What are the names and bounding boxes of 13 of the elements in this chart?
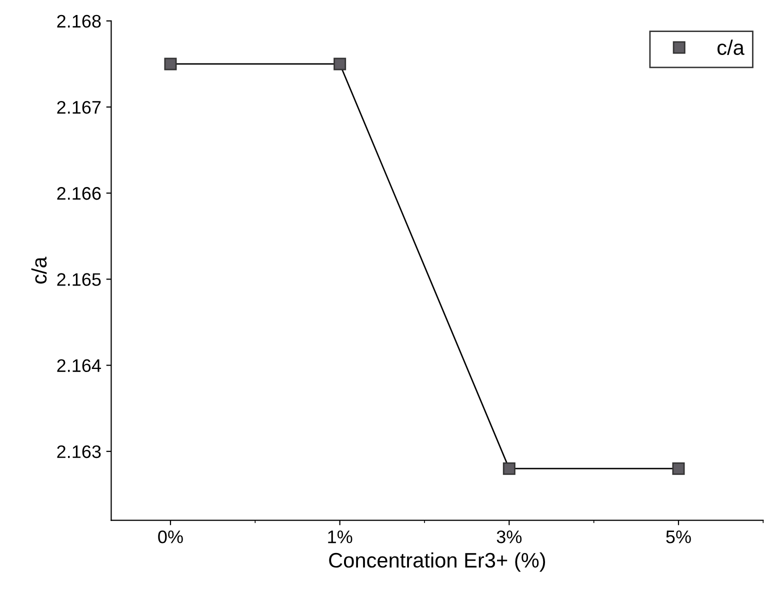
x-tick-label: 5% <box>666 530 691 544</box>
y-tick-label: 2.164 <box>57 359 101 372</box>
x-tick-label: 0% <box>158 530 183 544</box>
x-axis-title: Concentration Er3+ (%) <box>329 552 546 572</box>
y-tick-label: 2.165 <box>57 273 101 286</box>
y-tick-label: 2.163 <box>57 445 101 458</box>
y-tick-label: 2.166 <box>57 187 101 200</box>
x-tick-label: 3% <box>496 530 522 544</box>
y-tick-label: 2.168 <box>57 14 101 28</box>
y-axis-title: c/a <box>31 256 47 284</box>
y-tick-label: 2.167 <box>57 100 101 114</box>
legend-label: c/a <box>718 40 744 55</box>
x-tick-label: 1% <box>328 530 352 544</box>
